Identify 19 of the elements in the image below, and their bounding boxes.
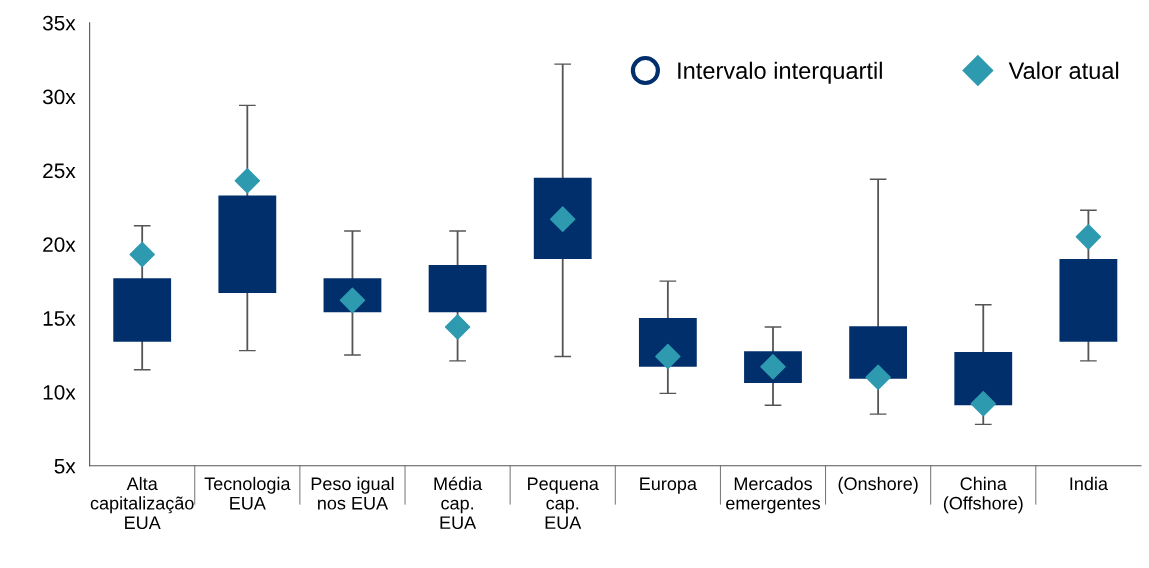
x-tick-label: Mercados emergentes <box>726 476 821 514</box>
x-tick-label: China (Offshore) <box>943 476 1023 514</box>
x-tick-label: (Onshore) <box>838 476 918 494</box>
x-tick-label: India <box>1070 476 1108 491</box>
y-tick-label: 15x <box>43 311 76 326</box>
y-tick-label: 30x <box>42 89 76 105</box>
y-tick-label: 20x <box>43 237 76 252</box>
x-tick-label: Pequena cap. EUA <box>528 477 599 530</box>
y-tick-label: 35x <box>42 15 76 31</box>
legend-label: Intervalo interquartil <box>678 61 882 84</box>
x-tick-label: Média cap. EUA <box>434 476 483 530</box>
x-tick-label: Tecnologia EUA <box>204 476 291 510</box>
y-tick-label: 25x <box>43 163 76 179</box>
x-tick-label: Europa <box>640 477 697 494</box>
x-tick-label: Alta capitalização EUA <box>90 476 194 530</box>
y-tick-label: 5x <box>54 458 76 474</box>
y-tick-label: 10x <box>43 384 76 400</box>
legend-label: Valor atual <box>1008 61 1119 80</box>
x-tick-label: Peso igual nos EUA <box>311 476 394 510</box>
